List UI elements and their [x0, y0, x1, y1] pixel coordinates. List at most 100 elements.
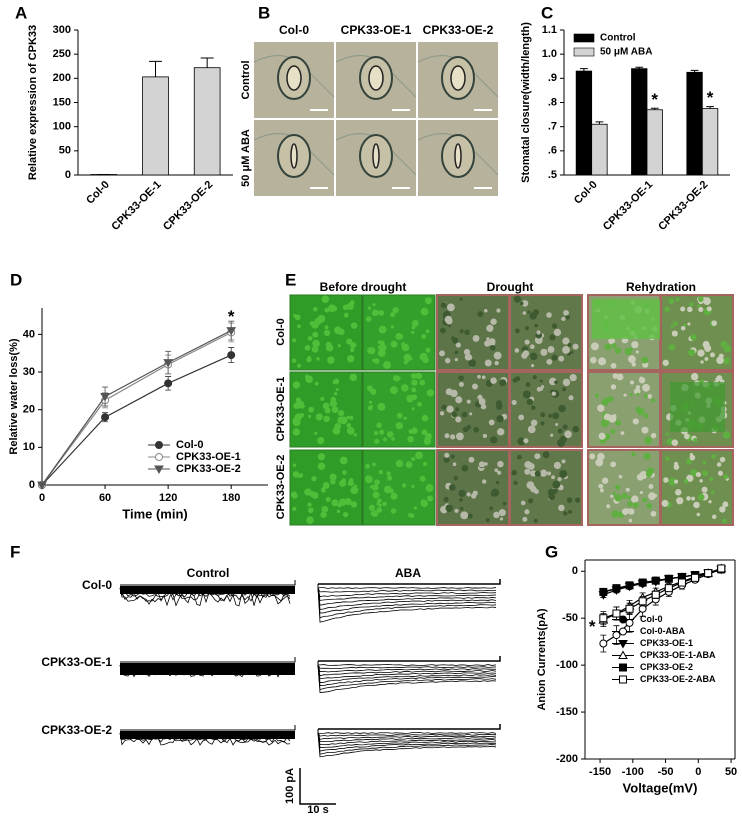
plant: [372, 303, 376, 307]
plant: [550, 433, 554, 437]
plant: [648, 483, 654, 489]
y-tick-label: -100: [556, 659, 578, 671]
plant: [368, 504, 376, 511]
legend-label: 50 μM ABA: [600, 47, 652, 58]
marker: [163, 359, 174, 368]
plant: [313, 306, 318, 312]
marker: [664, 584, 673, 593]
plant: [563, 309, 569, 316]
plant: [534, 470, 541, 477]
plant: [335, 387, 339, 391]
plant: [531, 405, 536, 410]
plant: [373, 431, 379, 436]
legend-label: CPK33-OE-2-ABA: [640, 674, 716, 684]
plant: [401, 384, 409, 392]
plant: [292, 428, 301, 436]
trace: [317, 729, 497, 752]
plant: [325, 344, 334, 352]
trace: [317, 661, 497, 686]
x-tick-label: 0: [695, 766, 701, 778]
annotation: *: [228, 307, 235, 326]
plant: [346, 415, 350, 420]
trace: [317, 584, 497, 598]
plant: [450, 454, 455, 459]
plant: [631, 362, 637, 367]
plant: [704, 344, 712, 352]
plant: [599, 488, 604, 493]
plant: [466, 399, 471, 404]
plant: [291, 492, 298, 499]
plant: [643, 413, 649, 419]
plant: [514, 328, 520, 334]
recovery: [592, 299, 660, 339]
trace-band: [120, 586, 295, 594]
plant: [368, 347, 376, 355]
plant: [562, 378, 571, 387]
plant: [697, 349, 705, 357]
plant: [575, 497, 581, 503]
plant: [612, 492, 616, 496]
plant: [551, 323, 558, 329]
plant: [292, 471, 300, 478]
plant: [346, 423, 352, 428]
marker: [227, 351, 236, 360]
legend-swatch: [573, 33, 595, 43]
plant: [642, 383, 650, 392]
plant: [472, 490, 478, 496]
plant: [540, 412, 546, 418]
plant: [529, 352, 538, 361]
column-label: Before drought: [320, 280, 407, 294]
plant: [333, 378, 340, 385]
plant: [334, 423, 342, 430]
trace: [119, 664, 291, 675]
trace: [317, 729, 497, 755]
plant: [629, 393, 633, 397]
plant: [496, 415, 504, 423]
y-tick-label: .8: [548, 96, 557, 108]
plant: [425, 347, 431, 353]
plant: [317, 314, 326, 323]
plant: [466, 492, 471, 497]
plant: [706, 306, 712, 312]
tray: [660, 449, 734, 526]
plant: [495, 480, 500, 485]
x-tick-label: -50: [658, 766, 674, 778]
plant: [424, 297, 432, 305]
y-axis-label: Relative water loss(%): [8, 338, 20, 454]
plant: [559, 469, 568, 478]
trace: [317, 661, 497, 683]
plant: [561, 459, 566, 464]
plant: [365, 316, 372, 322]
plant: [511, 399, 517, 405]
plant: [610, 362, 617, 369]
y-tick-label: .7: [548, 121, 557, 133]
plant: [386, 431, 394, 438]
plant: [528, 498, 534, 504]
plant: [403, 416, 407, 420]
plant: [411, 387, 417, 393]
error-bar: [635, 66, 644, 69]
plant: [419, 379, 426, 386]
y-tick-label: 0: [572, 565, 578, 577]
plant: [336, 509, 341, 514]
plant: [715, 377, 720, 382]
row-label: Col-0: [275, 318, 287, 346]
plant: [711, 514, 717, 520]
plant: [448, 484, 456, 491]
x-tick-label: 180: [222, 492, 240, 504]
plant: [548, 413, 553, 418]
y-tick-label: 300: [53, 24, 71, 36]
plant: [564, 430, 572, 439]
plant: [441, 404, 447, 410]
plant: [540, 421, 545, 426]
plant: [342, 511, 349, 518]
plant: [292, 313, 297, 318]
error-bar: [200, 57, 214, 68]
plant: [514, 348, 520, 353]
marker: [664, 574, 673, 583]
plant: [697, 493, 705, 501]
y-tick-label: 20: [23, 404, 35, 416]
trace: [317, 584, 497, 601]
plant: [343, 312, 349, 318]
plant: [321, 505, 329, 513]
